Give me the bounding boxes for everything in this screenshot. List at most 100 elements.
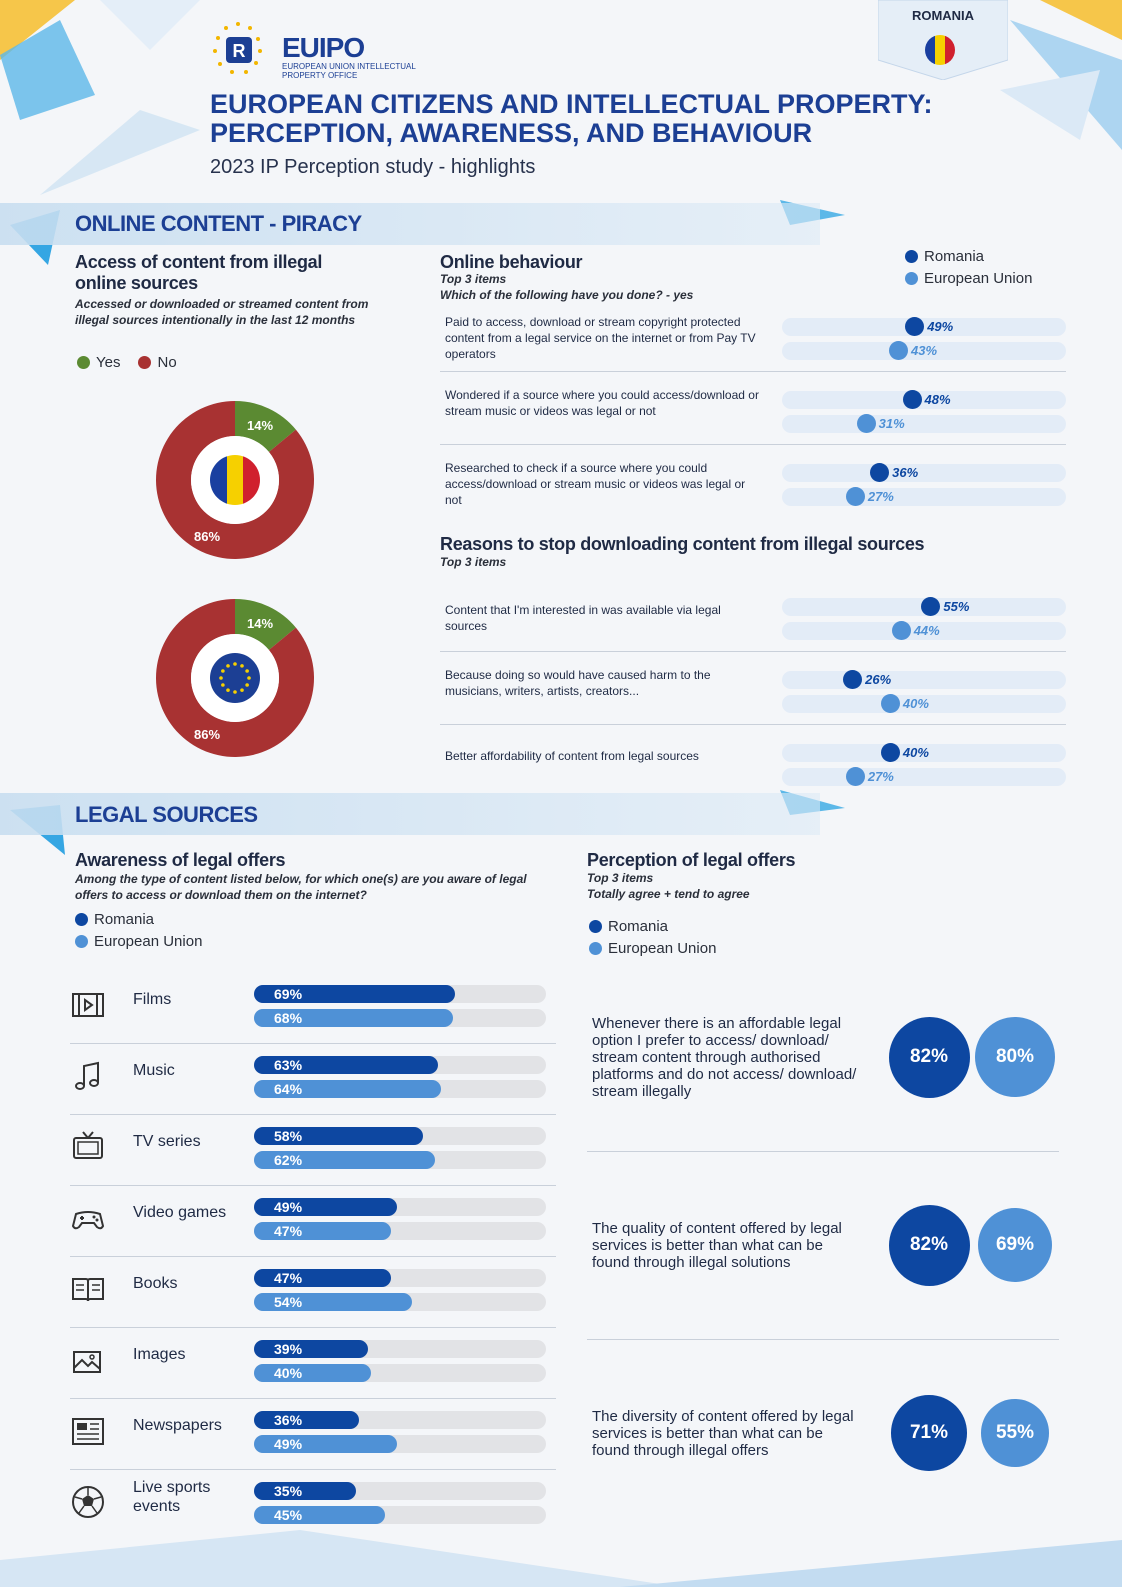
romania-circle: 82% — [888, 1016, 970, 1098]
romania-value-label: 26% — [865, 672, 892, 687]
eu-value-label: 54% — [274, 1294, 303, 1310]
eu-circle: 55% — [981, 1399, 1049, 1467]
dot-chart-item-label: Better affordability of content from leg… — [445, 749, 699, 763]
legend-romania-label: Romania — [924, 248, 985, 265]
dot-chart-item-label: Because doing so would have caused harm … — [445, 668, 711, 698]
romania-circle: 82% — [888, 1204, 970, 1286]
romania-dot — [843, 670, 863, 689]
dot-chart-track — [782, 342, 1066, 360]
online-legend-eu: European Union — [905, 270, 1032, 287]
flag-star — [245, 669, 249, 673]
romania-value-label: 36% — [274, 1412, 303, 1428]
eu-dot — [880, 694, 900, 713]
romania-circle: 71% — [891, 1395, 967, 1471]
dot-chart-track — [782, 744, 1066, 762]
legend-romania-marker — [589, 920, 602, 933]
perception-sub2: Totally agree + tend to agree — [587, 887, 750, 901]
page-title: EUROPEAN CITIZENS AND INTELLECTUAL PROPE… — [210, 89, 933, 148]
row-divider — [440, 371, 1066, 372]
romania-flag-icon — [925, 35, 955, 65]
romania-bar — [254, 1127, 424, 1145]
svg-text:R: R — [233, 41, 246, 61]
logo-name: EUIPO — [282, 32, 365, 63]
legend-yes-label: Yes — [96, 354, 121, 371]
eu-value-label: 31% — [878, 416, 905, 431]
dot-chart-item-label: Researched to check if a source where yo… — [445, 461, 746, 507]
awareness-category-label: Images — [133, 1346, 186, 1363]
eu-bar — [254, 1151, 436, 1169]
film-icon — [72, 993, 104, 1017]
donut-chart-romania: 14% 86% — [156, 401, 314, 559]
legend-no-marker — [138, 356, 152, 369]
donut-slice-yes — [235, 401, 296, 452]
online-behaviour-sub2: Which of the following have you done? - … — [440, 288, 694, 302]
legend-eu-marker — [589, 942, 602, 955]
romania-value-label: 69% — [274, 986, 303, 1002]
eu-value-label: 68% — [274, 1010, 303, 1026]
row-divider — [440, 724, 1066, 725]
row-divider — [70, 1469, 556, 1470]
row-divider — [70, 1114, 556, 1115]
romania-dot — [921, 597, 941, 616]
awareness-subtitle: Among the type of content listed below, … — [75, 872, 527, 902]
dot-chart-track — [782, 318, 1066, 336]
awareness-legend-eu: European Union — [75, 933, 202, 950]
legend-eu-marker — [75, 935, 88, 948]
eu-value-label: 40% — [902, 696, 929, 711]
eu-circle: 80% — [975, 1017, 1055, 1097]
awareness-title: Awareness of legal offers — [75, 850, 286, 870]
romania-bar — [254, 1340, 368, 1358]
legend-romania-marker — [75, 913, 88, 926]
romania-value-label: 47% — [274, 1270, 303, 1286]
eu-value-label: 64% — [274, 1081, 303, 1097]
dot-chart-track — [782, 622, 1066, 640]
romania-value-label: 40% — [902, 745, 929, 760]
row-divider — [587, 1339, 1059, 1340]
flag-star — [221, 683, 225, 687]
flag-star — [233, 662, 237, 666]
dot-chart-track — [782, 768, 1066, 786]
donut-slice-yes — [235, 599, 296, 650]
eu-bar — [254, 1506, 386, 1524]
legal-section-title: LEGAL SOURCES — [75, 802, 258, 827]
access-legend: Yes No — [77, 354, 177, 371]
donut-label-yes: 14% — [247, 418, 273, 433]
euipo-logo: R — [213, 22, 262, 74]
donut-label-yes: 14% — [247, 616, 273, 631]
awareness-category-label: Newspapers — [133, 1417, 222, 1434]
eu-value-label: 27% — [867, 489, 894, 504]
awareness-legend-romania: Romania — [75, 911, 154, 928]
legend-eu-label: European Union — [924, 270, 1033, 287]
eu-bar — [254, 1293, 412, 1311]
eu-value-label: 44% — [913, 623, 940, 638]
flag-stripe-red — [243, 455, 260, 505]
eu-dot — [845, 487, 865, 506]
donut-chart-eu: 14% 86% — [156, 599, 314, 757]
romania-bar — [254, 1198, 398, 1216]
eu-flag-icon — [210, 653, 260, 703]
access-subtitle: Accessed or downloaded or streamed conte… — [75, 297, 369, 327]
music-icon — [75, 1061, 99, 1090]
flag-star — [240, 688, 244, 692]
dot-chart-track — [782, 391, 1066, 409]
dot-chart-track — [782, 415, 1066, 433]
eu-bar — [254, 1080, 441, 1098]
romania-dot — [902, 390, 922, 409]
romania-dot — [880, 743, 900, 762]
flag-field — [210, 653, 260, 703]
legal-section-band — [0, 793, 820, 835]
flag-stripe-blue — [210, 455, 227, 505]
flag-stripe-yellow — [227, 455, 243, 505]
romania-value-label: 49% — [927, 319, 954, 334]
reasons-sub1: Top 3 items — [440, 555, 507, 569]
eu-circle: 69% — [977, 1207, 1053, 1283]
perception-legend-romania: Romania — [589, 918, 668, 935]
romania-value-label: 58% — [274, 1128, 303, 1144]
eu-value-label: 40% — [274, 1365, 303, 1381]
page-subtitle: 2023 IP Perception study - highlights — [210, 156, 536, 178]
dot-chart-item-label: Paid to access, download or stream copyr… — [445, 315, 756, 361]
row-divider — [440, 444, 1066, 445]
online-behaviour-title: Online behaviour — [440, 252, 583, 272]
legend-yes-marker — [77, 356, 90, 369]
romania-bar — [254, 1269, 392, 1287]
